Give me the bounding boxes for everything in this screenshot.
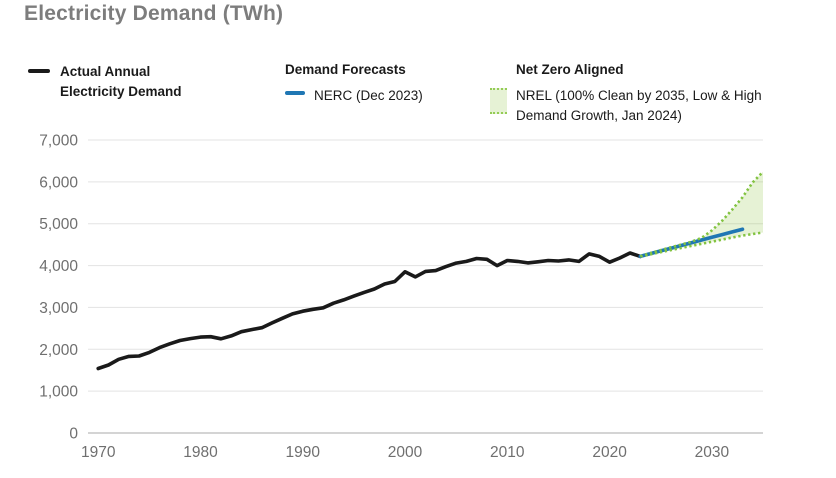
y-tick-label: 0 [69, 426, 78, 443]
legend-item-nrel: NREL (100% Clean by 2035, Low & High Dem… [490, 86, 762, 126]
actual-line-swatch-icon [28, 69, 50, 73]
y-tick-label: 6,000 [39, 174, 78, 191]
chart-svg: 0 1,000 2,000 3,000 4,000 5,000 6,000 7,000 1970… [39, 133, 764, 461]
legend-group-net-zero: Net Zero Aligned NREL (100% Clean by 203… [490, 62, 762, 126]
y-tick-label: 1,000 [39, 384, 78, 401]
nerc-line [638, 227, 745, 259]
nrel-band-swatch-icon [490, 88, 507, 114]
nrel-band-area [640, 171, 763, 257]
legend-nrel-label: NREL (100% Clean by 2035, Low & High Dem… [516, 88, 762, 123]
x-tick-label: 1980 [183, 444, 218, 461]
nrel_low-line [640, 231, 764, 258]
legend-nerc-label: NERC (Dec 2023) [314, 88, 423, 103]
nrel_high-line [639, 170, 764, 258]
x-tick-label: 2030 [695, 444, 730, 461]
x-tick-label: 1970 [81, 444, 116, 461]
nerc-line-swatch-icon [285, 91, 305, 95]
y-tick-label: 2,000 [39, 342, 78, 359]
legend-actual-label: Actual Annual Electricity Demand [60, 64, 182, 100]
legend-group-demand-forecasts: Demand Forecasts NERC (Dec 2023) [285, 62, 423, 106]
page-title: Electricity Demand (TWh) [24, 2, 284, 25]
legend-header-net-zero: Net Zero Aligned [516, 62, 624, 77]
x-tick-label: 2010 [490, 444, 525, 461]
x-tick-label: 2000 [388, 444, 423, 461]
y-tick-label: 3,000 [39, 300, 78, 317]
x-tick-label: 2020 [592, 444, 627, 461]
legend-item-actual: Actual Annual Electricity Demand [28, 62, 182, 103]
y-tick-label: 5,000 [39, 216, 78, 233]
legend-item-nerc: NERC (Dec 2023) [285, 86, 423, 106]
x-tick-label: 1990 [286, 444, 321, 461]
y-tick-label: 7,000 [39, 133, 78, 150]
legend-header-demand-forecasts: Demand Forecasts [285, 62, 406, 77]
y-tick-label: 4,000 [39, 258, 78, 275]
actual-line [96, 251, 643, 371]
